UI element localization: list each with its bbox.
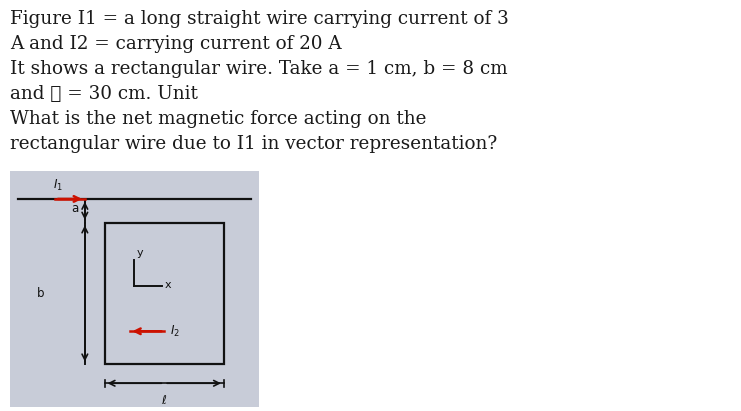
- Text: y: y: [136, 247, 143, 258]
- Text: x: x: [165, 280, 171, 290]
- Text: $\ell$: $\ell$: [161, 394, 167, 407]
- Bar: [104, 223, 224, 365]
- Text: $I_2$: $I_2$: [170, 324, 180, 339]
- Text: b: b: [36, 287, 44, 300]
- Text: Figure I1 = a long straight wire carrying current of 3
A and I2 = carrying curre: Figure I1 = a long straight wire carryin…: [10, 10, 509, 153]
- Text: $I_1$: $I_1$: [53, 178, 62, 193]
- Text: a: a: [71, 202, 79, 215]
